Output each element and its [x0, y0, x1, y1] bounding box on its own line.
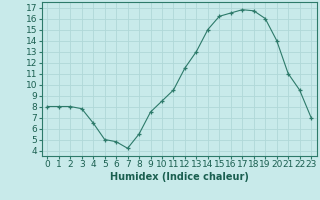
X-axis label: Humidex (Indice chaleur): Humidex (Indice chaleur): [110, 172, 249, 182]
